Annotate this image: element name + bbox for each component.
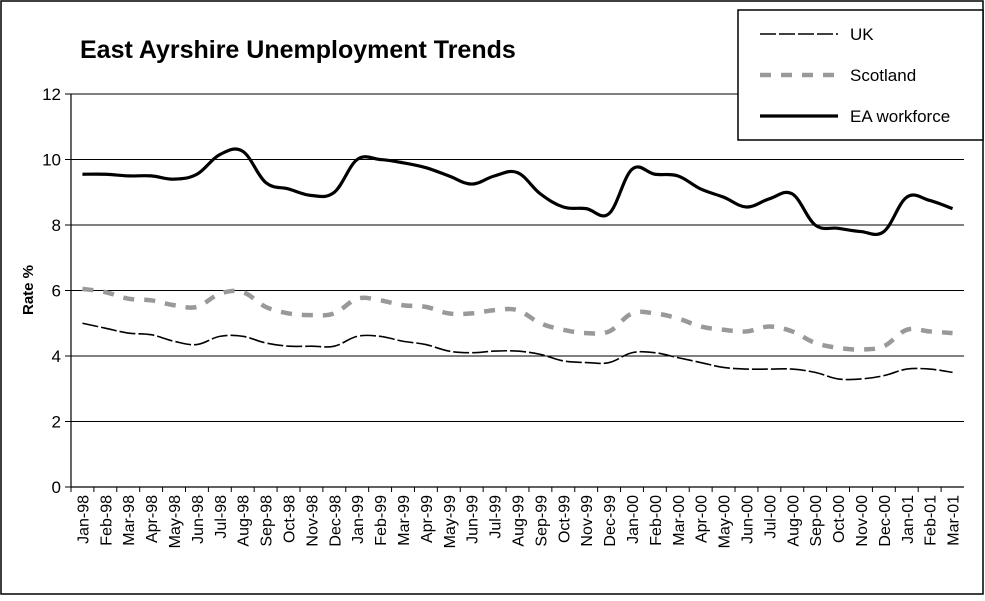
y-tick-label: 12	[42, 85, 61, 104]
y-tick-label: 10	[42, 151, 61, 170]
x-tick-label: Mar-01	[946, 495, 963, 546]
y-tick-labels: 0 2 4 6 8 10 12	[42, 85, 61, 497]
x-tick-label: Oct-98	[282, 495, 299, 543]
x-tick-label: Feb-01	[923, 495, 940, 546]
x-tick-label: Dec-99	[602, 495, 619, 547]
x-tick-label: May-98	[167, 495, 184, 548]
legend-label-ea-workforce: EA workforce	[850, 107, 950, 126]
x-tick-label: Oct-00	[831, 495, 848, 543]
legend-label-scotland: Scotland	[850, 66, 916, 85]
x-tick-label: Aug-99	[511, 495, 528, 547]
chart-title: East Ayrshire Unemployment Trends	[80, 36, 516, 64]
y-tick-label: 4	[52, 347, 61, 366]
series-line-scotland	[82, 289, 952, 350]
x-tick-label: Jul-98	[213, 495, 230, 539]
x-tick-label: Apr-00	[694, 495, 711, 543]
gridlines	[65, 94, 964, 487]
x-tick-label: Aug-00	[785, 495, 802, 547]
y-tick-label: 2	[52, 413, 61, 432]
legend-label-uk: UK	[850, 25, 874, 44]
series-lines	[82, 149, 952, 380]
x-tick-label: Jan-98	[75, 495, 92, 544]
y-tick-label: 0	[52, 478, 61, 497]
x-tick-label: Oct-99	[556, 495, 573, 543]
x-tick-label: Sep-99	[533, 495, 550, 547]
x-tick-label: Apr-99	[419, 495, 436, 543]
x-tick-label: Jul-00	[762, 495, 779, 539]
x-tick-label: Jan-01	[900, 495, 917, 544]
x-tick-label: Jun-98	[190, 495, 207, 544]
y-tick-label: 8	[52, 216, 61, 235]
x-tick-label: Dec-98	[327, 495, 344, 547]
x-tick-label: Feb-99	[373, 495, 390, 546]
x-tick-label: Apr-98	[144, 495, 161, 543]
x-tick-label: Sep-00	[808, 495, 825, 547]
series-line-uk	[82, 323, 952, 379]
x-tick-label: Jun-00	[739, 495, 756, 544]
x-tick-label: Nov-98	[304, 495, 321, 547]
x-tick-label: Mar-98	[121, 495, 138, 546]
legend: UK Scotland EA workforce	[738, 10, 983, 140]
y-axis-label: Rate %	[20, 265, 37, 315]
x-tick-label: Jan-00	[625, 495, 642, 544]
x-tick-label: Sep-98	[259, 495, 276, 547]
x-tick-label: Nov-00	[854, 495, 871, 547]
x-tick-labels: Jan-98 Feb-98 Mar-98 Apr-98 May-98 Jun-98 Jul-…	[71, 487, 963, 548]
x-tick-label: Jul-99	[488, 495, 505, 539]
x-tick-label: May-99	[442, 495, 459, 548]
x-tick-label: May-00	[717, 495, 734, 548]
x-tick-label: Nov-99	[579, 495, 596, 547]
x-tick-label: Feb-00	[648, 495, 665, 546]
x-tick-label: Mar-00	[671, 495, 688, 546]
series-line-ea-workforce	[82, 149, 952, 234]
x-tick-label: Jan-99	[350, 495, 367, 544]
x-tick-label: Dec-00	[877, 495, 894, 547]
x-tick-label: Mar-99	[396, 495, 413, 546]
y-tick-label: 6	[52, 282, 61, 301]
x-tick-label: Feb-98	[98, 495, 115, 546]
x-tick-label: Jun-99	[465, 495, 482, 544]
x-tick-label: Aug-98	[236, 495, 253, 547]
